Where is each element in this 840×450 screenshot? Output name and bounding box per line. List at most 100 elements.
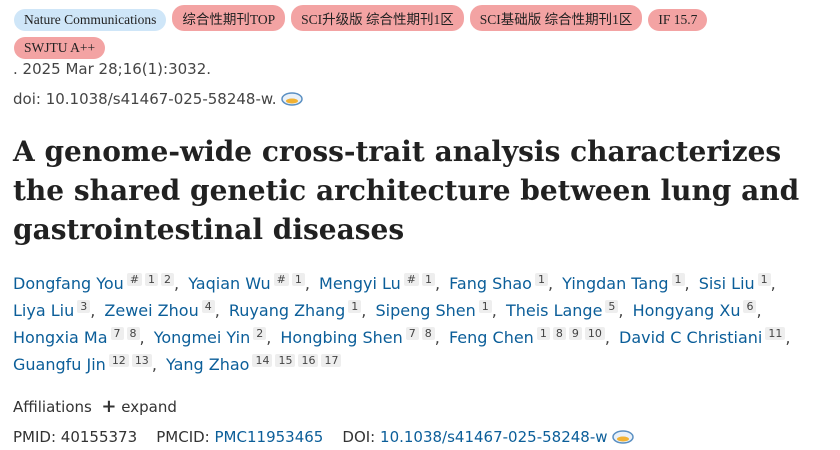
affiliation-ref[interactable]: 12 [108,354,129,367]
affiliation-ref[interactable]: 7 [110,327,124,340]
author-name[interactable]: Yaqian Wu [188,274,271,293]
affiliation-ref[interactable]: 4 [201,300,215,313]
affiliation-ref[interactable]: 1 [421,273,435,286]
affiliation-ref[interactable]: 11 [765,327,786,340]
badge[interactable]: 综合性期刊TOP [172,5,286,31]
author-name[interactable]: Mengyi Lu [319,274,401,293]
badge[interactable]: SCI基础版 综合性期刊1区 [469,5,643,31]
affiliation-ref[interactable]: 6 [743,300,757,313]
affiliation-ref[interactable]: # [273,273,289,286]
author-name[interactable]: Theis Lange [505,301,603,320]
separator: , [361,301,367,320]
pmcid-link[interactable]: PMC11953465 [214,428,324,446]
author: Sipeng Shen 1, [375,300,500,320]
separator: , [547,274,554,293]
affiliations: Affiliations + expand [13,396,177,417]
badge[interactable]: SCI升级版 综合性期刊1区 [291,5,464,31]
author-name[interactable]: Ruyang Zhang [228,301,346,320]
author: Feng Chen 1 8 9 10, [448,327,614,347]
author-name[interactable]: Hongxia Ma [13,328,108,347]
author-name[interactable]: Yingdan Tang [562,274,669,293]
separator: , [90,301,96,320]
separator: , [434,328,440,347]
affiliation-ref[interactable]: 15 [275,354,296,367]
author-name[interactable]: Feng Chen [448,328,534,347]
separator: , [756,301,762,320]
affiliation-ref[interactable]: 2 [161,273,175,286]
author-name[interactable]: Sisi Liu [698,274,755,293]
separator: , [684,274,690,293]
separator: , [174,274,180,293]
affiliation-ref[interactable]: 8 [552,327,566,340]
doi-label: DOI: [342,428,376,446]
author-name[interactable]: Guangfu Jin [13,355,106,374]
affiliation-ref[interactable]: 9 [568,327,582,340]
author-name[interactable]: Yang Zhao [166,355,250,374]
separator: , [604,328,610,347]
affiliation-ref[interactable]: 8 [421,327,435,340]
author: Hongyang Xu 6, [632,300,766,320]
author-name[interactable]: Fang Shao [449,274,532,293]
affiliation-ref[interactable]: 16 [298,354,319,367]
affiliation-ref[interactable]: 7 [405,327,419,340]
expand-label[interactable]: expand [121,398,177,416]
separator: , [266,328,272,347]
separator: , [304,274,310,293]
author: Yaqian Wu #1, [188,273,314,293]
affiliation-ref[interactable]: 8 [126,327,140,340]
separator: , [770,274,776,293]
affiliation-ref[interactable]: 2 [253,327,267,340]
author: David C Christiani 11, [619,327,794,347]
doi-line: doi: 10.1038/s41467-025-58248-w. [13,90,303,108]
badge[interactable]: IF 15.7 [648,9,708,31]
pmid: 40155373 [60,428,138,446]
affiliation-ref[interactable]: # [403,273,419,286]
author-name[interactable]: Dongfang You [13,274,124,293]
pmcid-label: PMCID: [156,428,210,446]
author-name[interactable]: Zewei Zhou [104,301,199,320]
affiliation-ref[interactable]: 10 [584,327,605,340]
affiliation-ref[interactable]: 1 [478,300,492,313]
author: Hongbing Shen 7 8, [280,327,443,347]
affiliation-ref[interactable]: 1 [534,273,548,286]
article-title: A genome-wide cross-trait analysis chara… [13,135,800,246]
affiliation-ref[interactable]: 1 [145,273,159,286]
affiliation-ref[interactable]: 3 [77,300,91,313]
badge[interactable]: Nature Communications [14,9,167,31]
badge[interactable]: SWJTU A++ [14,37,106,59]
badges: Nature Communications 综合性期刊TOP SCI升级版 综合性期… [14,5,714,65]
affiliation-ref[interactable]: 1 [536,327,550,340]
author: Guangfu Jin 12 13, [13,354,161,374]
doi-icon[interactable] [280,92,303,106]
expand-toggle[interactable]: + expand [101,396,177,417]
separator: , [434,274,441,293]
author-name[interactable]: Hongbing Shen [280,328,403,347]
doi-text: doi: 10.1038/s41467-025-58248-w. [13,90,277,108]
affiliation-ref[interactable]: 13 [131,354,152,367]
author: Ruyang Zhang 1, [228,300,371,320]
separator: , [151,355,157,374]
affiliation-ref[interactable]: 5 [605,300,619,313]
doi-icon[interactable] [611,430,634,444]
author: Yang Zhao 14 15 16 17 [166,354,342,374]
affiliation-ref[interactable]: 1 [348,300,362,313]
author-name[interactable]: Liya Liu [13,301,75,320]
author-name[interactable]: Yongmei Yin [153,328,251,347]
affiliation-ref[interactable]: 1 [757,273,771,286]
separator: , [785,328,791,347]
affiliation-ref[interactable]: 17 [321,354,342,367]
citation: . 2025 Mar 28;16(1):3032. [13,60,212,78]
pmid-label: PMID: [13,428,57,446]
author: Sisi Liu 1, [698,273,780,293]
doi-link[interactable]: 10.1038/s41467-025-58248-w [380,428,608,446]
author-name[interactable]: Sipeng Shen [375,301,476,320]
affiliation-ref[interactable]: # [126,273,143,286]
separator: , [491,301,497,320]
author-name[interactable]: Hongyang Xu [632,301,741,320]
author-name[interactable]: David C Christiani [619,328,763,347]
affiliation-ref[interactable]: 1 [671,273,685,286]
affiliation-ref[interactable]: 14 [252,354,273,367]
affiliation-ref[interactable]: 1 [291,273,305,286]
author: Hongxia Ma 7 8, [13,327,149,347]
